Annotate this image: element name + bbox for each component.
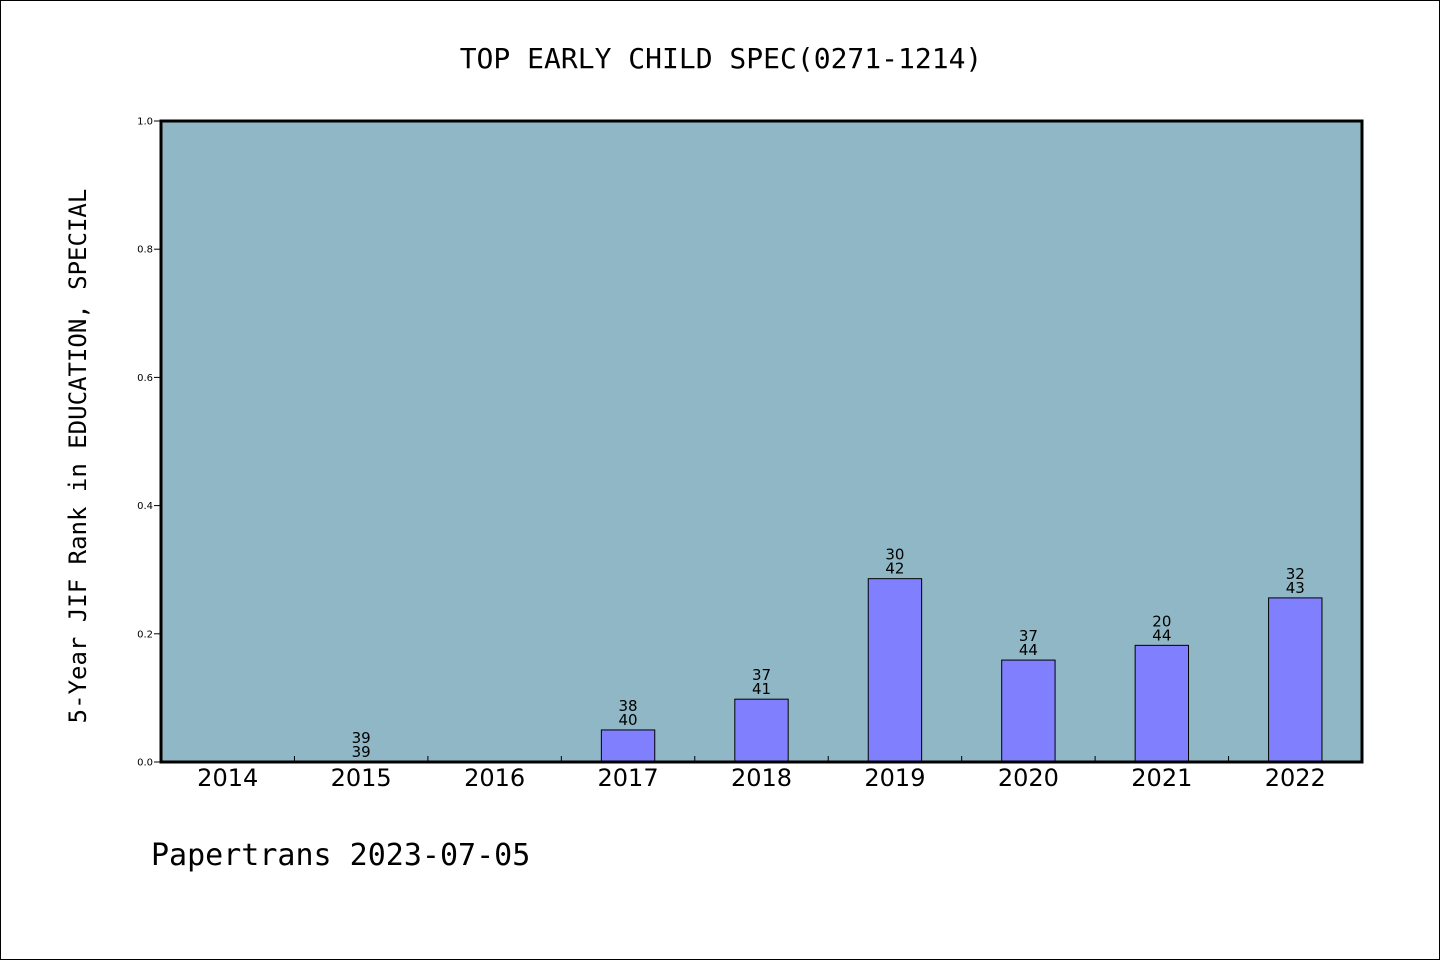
bar-label-rank: 37 xyxy=(1019,627,1038,645)
bar-label-rank: 39 xyxy=(352,729,371,747)
y-tick-label: 0.0 xyxy=(137,758,153,769)
x-tick-label: 2015 xyxy=(331,764,392,792)
bar-series xyxy=(333,578,1323,763)
y-tick-label: 0.4 xyxy=(137,501,153,512)
bar xyxy=(867,578,923,763)
y-axis: 0.0 0.2 0.4 0.6 0.8 1.0 xyxy=(137,117,161,769)
bar xyxy=(600,729,656,763)
x-tick-label: 2018 xyxy=(731,764,792,792)
bar-label-rank: 32 xyxy=(1286,565,1305,583)
bar-label-rank: 30 xyxy=(885,546,904,564)
bar xyxy=(734,698,789,763)
footer-text: Papertrans 2023-07-05 xyxy=(151,838,530,873)
chart-title: TOP EARLY CHILD SPEC(0271-1214) xyxy=(460,42,983,75)
bar-label-total: 44 xyxy=(1019,641,1038,659)
x-axis: 2014 2015 2016 2017 2018 2019 2020 2021 2022 xyxy=(197,756,1326,792)
x-tick-label: 2019 xyxy=(864,764,925,792)
bar-label-rank: 20 xyxy=(1152,612,1171,630)
bar xyxy=(1268,597,1323,763)
x-tick-label: 2016 xyxy=(464,764,525,792)
bar-label-total: 41 xyxy=(752,680,771,698)
bar-label-total: 43 xyxy=(1286,579,1305,597)
bar-label-rank: 37 xyxy=(752,666,771,684)
x-tick-label: 2020 xyxy=(998,764,1059,792)
y-tick-label: 0.8 xyxy=(137,245,153,256)
x-tick-label: 2021 xyxy=(1131,764,1192,792)
plot-border xyxy=(159,119,1364,764)
y-tick-label: 0.2 xyxy=(137,629,153,640)
x-tick-label: 2014 xyxy=(197,764,258,792)
bar-label-total: 40 xyxy=(619,711,638,729)
x-tick-label: 2022 xyxy=(1265,764,1326,792)
y-tick-label: 0.6 xyxy=(137,373,153,384)
bar-label-total: 39 xyxy=(352,743,371,761)
bar xyxy=(1001,659,1056,763)
bar-label-total: 42 xyxy=(885,560,904,578)
y-axis-label: 5-Year JIF Rank in EDUCATION, SPECIAL xyxy=(64,189,92,724)
bar-label-rank: 38 xyxy=(619,697,638,715)
x-tick-label: 2017 xyxy=(598,764,659,792)
bar-label-total: 44 xyxy=(1152,626,1171,644)
y-tick-label: 1.0 xyxy=(137,117,153,128)
bar xyxy=(1134,644,1190,763)
